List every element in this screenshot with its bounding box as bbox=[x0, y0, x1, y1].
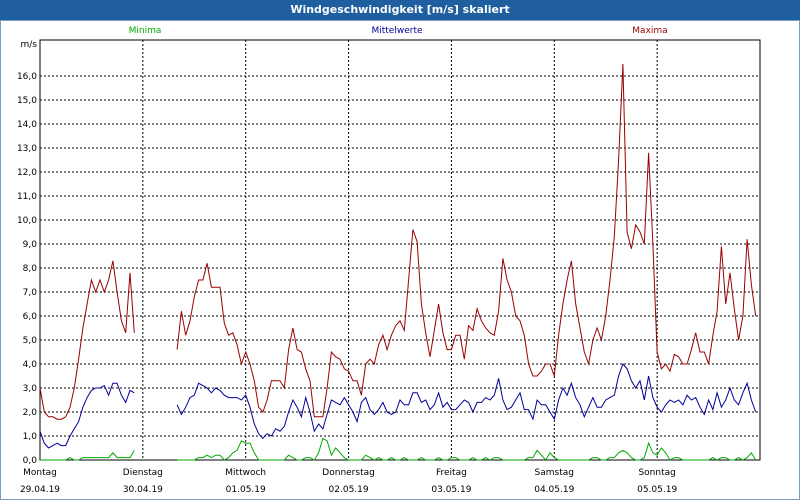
y-tick-label: 15,0 bbox=[17, 96, 37, 106]
series-maxima-line bbox=[176, 63, 757, 418]
y-tick-label: 2,0 bbox=[23, 408, 38, 418]
x-tick-date: 30.04.19 bbox=[123, 485, 163, 495]
x-tick-date: 05.05.19 bbox=[637, 485, 677, 495]
x-tick-date: 02.05.19 bbox=[329, 485, 369, 495]
y-tick-label: 5,0 bbox=[23, 336, 38, 346]
series-mittelwerte-line bbox=[39, 382, 135, 449]
y-tick-label: 16,0 bbox=[17, 72, 37, 82]
legend-mittelwerte: Mittelwerte bbox=[371, 26, 422, 36]
x-tick-day: Sonntag bbox=[638, 468, 675, 478]
x-axis-ticks: Montag 29.04.19 Dienstag 30.04.19 Mittwoch 01… bbox=[20, 468, 677, 495]
y-tick-label: 10,0 bbox=[17, 216, 37, 226]
x-tick-day: Donnerstag bbox=[322, 468, 375, 478]
series-maxima-line bbox=[39, 260, 135, 420]
x-tick-day: Montag bbox=[23, 468, 57, 478]
y-tick-label: 6,0 bbox=[23, 312, 38, 322]
x-tick-date: 04.05.19 bbox=[534, 485, 574, 495]
x-tick-day: Mittwoch bbox=[225, 468, 266, 478]
y-tick-label: 4,0 bbox=[23, 360, 38, 370]
series-minima-line bbox=[40, 450, 135, 461]
y-tick-label: 13,0 bbox=[17, 144, 37, 154]
y-tick-label: 9,0 bbox=[23, 240, 38, 250]
y-tick-label: 12,0 bbox=[17, 168, 37, 178]
x-tick-date: 03.05.19 bbox=[431, 485, 471, 495]
y-tick-label: 14,0 bbox=[17, 120, 37, 130]
y-axis-label: m/s bbox=[21, 40, 38, 50]
legend: Minima Mittelwerte Maxima bbox=[129, 26, 668, 36]
legend-minima: Minima bbox=[129, 26, 162, 36]
x-tick-date: 29.04.19 bbox=[20, 485, 60, 495]
y-tick-label: 11,0 bbox=[17, 192, 37, 202]
y-tick-label: 0,0 bbox=[23, 456, 38, 466]
y-tick-label: 3,0 bbox=[23, 384, 38, 394]
series-mittelwerte-line bbox=[176, 363, 757, 440]
x-tick-day: Samstag bbox=[535, 468, 574, 478]
window-title: Windgeschwindigkeit [m/s] skaliert bbox=[0, 0, 800, 20]
x-tick-date: 01.05.19 bbox=[226, 485, 266, 495]
series-lines bbox=[39, 63, 757, 461]
x-tick-day: Dienstag bbox=[123, 468, 163, 478]
y-tick-label: 8,0 bbox=[23, 264, 38, 274]
y-tick-label: 7,0 bbox=[23, 288, 38, 298]
series-minima-line bbox=[177, 437, 757, 461]
y-tick-label: 1,0 bbox=[23, 432, 38, 442]
legend-maxima: Maxima bbox=[632, 26, 667, 36]
plot-area bbox=[39, 39, 761, 461]
y-axis-ticks: 0,0 1,0 2,0 3,0 4,0 5,0 6,0 7,0 8,0 9,0 10,0 11,0 12… bbox=[17, 72, 37, 466]
x-tick-day: Freitag bbox=[436, 468, 467, 478]
